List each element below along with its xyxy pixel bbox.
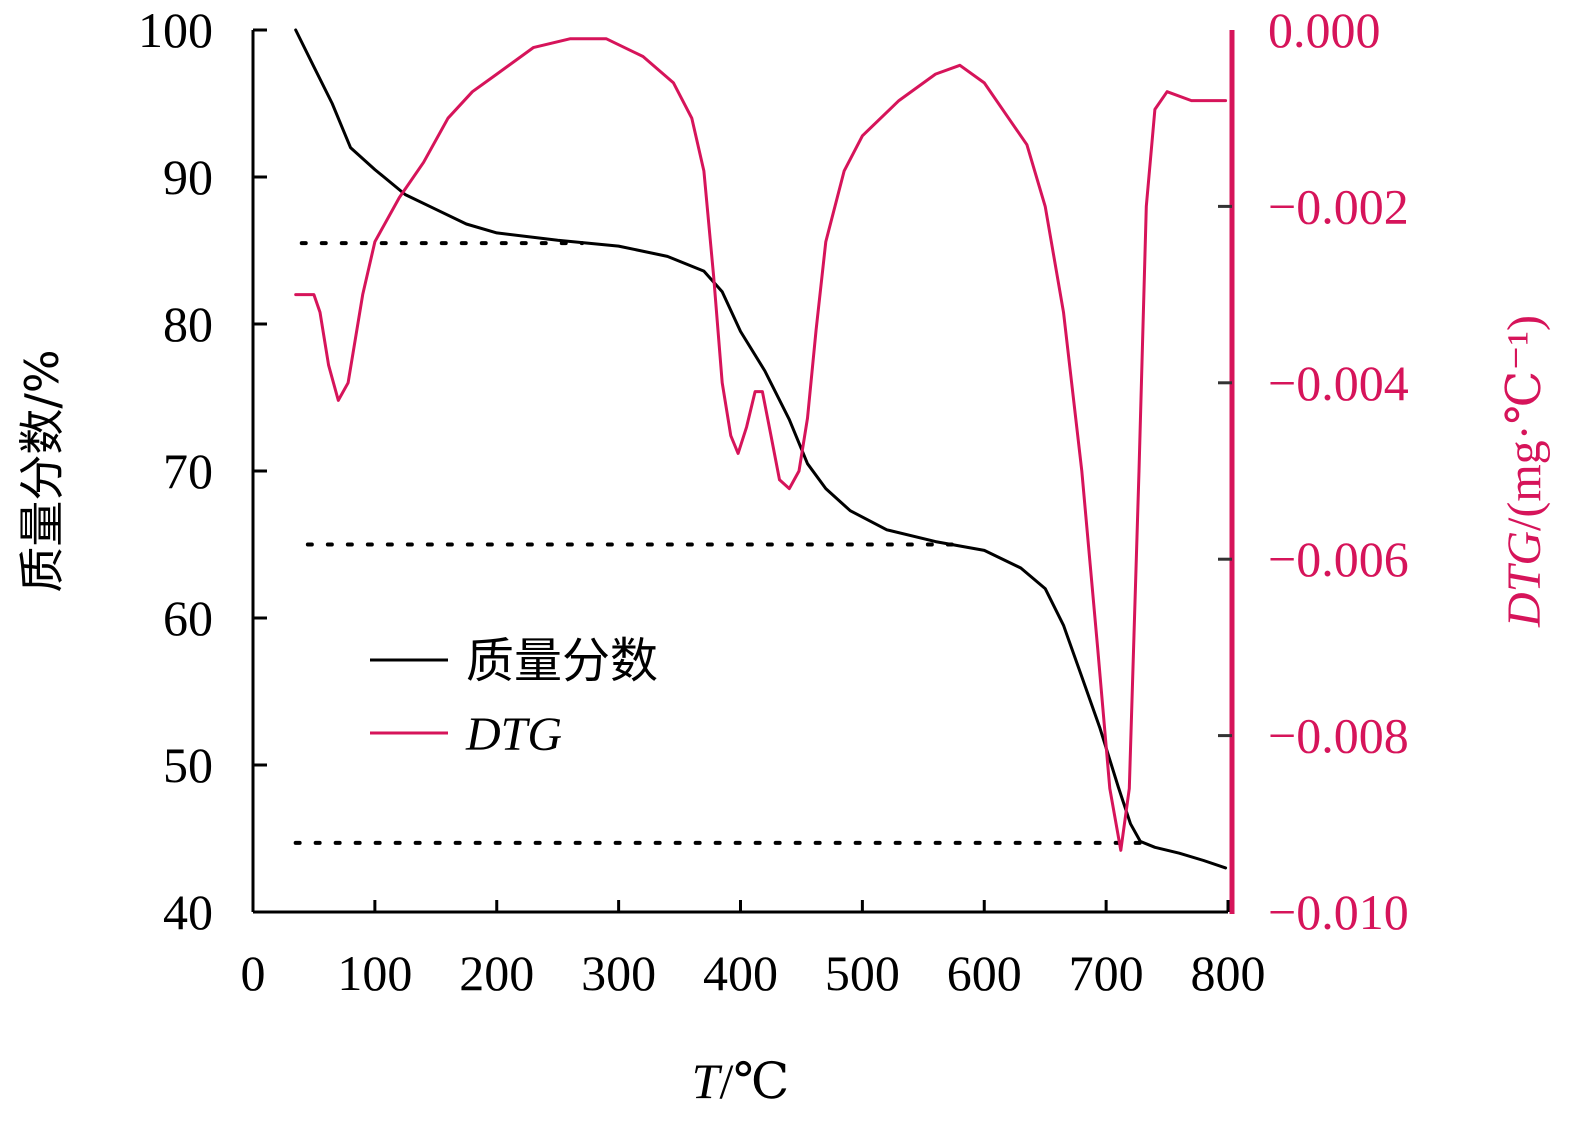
y-right-axis-title-unit: /(mg·℃⁻¹) [1498,315,1551,531]
y-right-tick-label: 0.000 [1268,2,1381,58]
series-line-dtg [294,37,1228,852]
y-right-axis-title-variable: DTG [1498,531,1551,628]
reference-lines [293,241,1145,845]
x-tick-label: 100 [337,945,412,1001]
y-right-tick-label: −0.006 [1268,531,1409,587]
y-left-tick-label: 90 [163,149,213,205]
y-left-axis-title: 质量分数/% [15,349,69,592]
y-left-tick-label: 70 [163,443,213,499]
y-left-tick-label: 80 [163,296,213,352]
x-axis-title-unit: /℃ [719,1053,789,1109]
y-left-tick-label: 50 [163,737,213,793]
y-right-tick-label: −0.010 [1268,884,1409,940]
x-tick-label: 300 [581,945,656,1001]
y-left-tick-label: 100 [138,2,213,58]
axes-layer: 0 100 200 300 400 500 600 700 800 40 50 60 70 80 90 100… [15,2,1551,1109]
y-left-tick-label: 40 [163,884,213,940]
legend-label-2: DTG [465,708,562,761]
x-axis-title: T/℃ [692,1053,790,1109]
legend-label-1: 质量分数 [466,633,658,689]
x-tick-label: 0 [241,945,266,1001]
y-right-tick-label: −0.002 [1268,178,1409,234]
y-right-axis-title: DTG/(mg·℃⁻¹) [1498,315,1551,628]
legend: 质量分数 DTG [370,633,658,761]
y-right-tick-label: −0.004 [1268,355,1409,411]
x-axis-title-variable: T [692,1053,723,1109]
series-layer [294,28,1228,870]
x-tick-label: 200 [459,945,534,1001]
y-left-tick-label: 60 [163,590,213,646]
x-tick-label: 400 [703,945,778,1001]
x-tick-label: 600 [947,945,1022,1001]
x-tick-label: 800 [1191,945,1266,1001]
x-tick-label: 700 [1069,945,1144,1001]
y-right-tick-label: −0.008 [1268,708,1409,764]
series-line-mass-fraction [294,28,1228,870]
x-tick-label: 500 [825,945,900,1001]
